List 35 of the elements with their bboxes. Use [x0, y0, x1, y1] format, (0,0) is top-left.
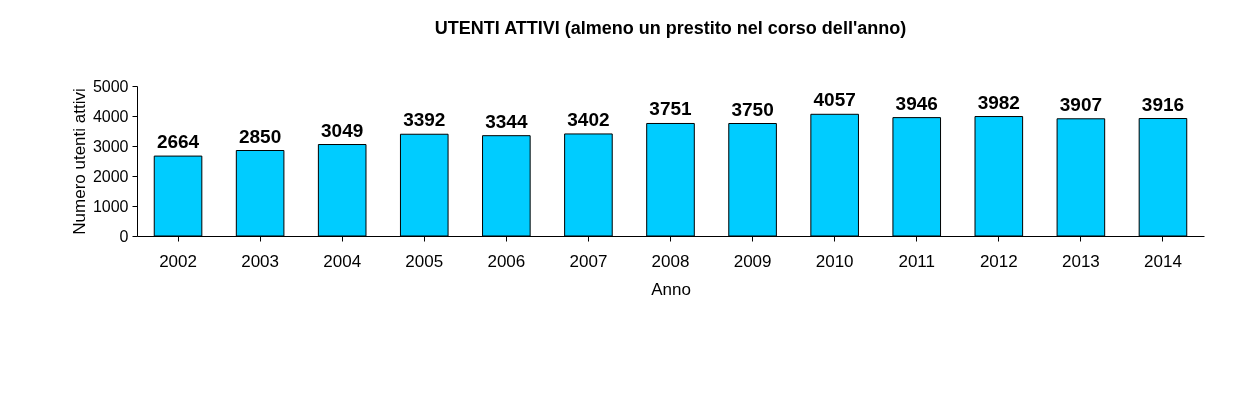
- x-tick-label: 2013: [1061, 251, 1100, 271]
- data-label: 3392: [403, 109, 446, 131]
- x-tick-label: 2003: [241, 251, 280, 271]
- y-axis-title: Numero utenti attivi: [69, 88, 89, 235]
- y-tick-label: 3000: [92, 137, 129, 155]
- x-tick-label: 2006: [487, 251, 526, 271]
- x-tick-label: 2011: [898, 251, 936, 271]
- x-tick-label: 2012: [979, 251, 1018, 271]
- x-tick-label: 2002: [159, 251, 197, 271]
- x-tick-label: 2007: [569, 251, 608, 271]
- x-tick-label: 2010: [815, 251, 854, 271]
- data-label: 3344: [485, 110, 528, 132]
- data-label: 3907: [1059, 93, 1103, 115]
- data-label: 3982: [977, 91, 1020, 113]
- y-tick-label: 1000: [92, 197, 129, 215]
- x-tick-label: 2009: [733, 251, 772, 271]
- y-tick-label: 2000: [92, 167, 129, 185]
- x-tick-label: 2014: [1144, 251, 1182, 271]
- data-label: 3946: [895, 92, 938, 114]
- data-label: 3750: [731, 98, 774, 120]
- y-tick-label: 0: [119, 227, 129, 245]
- x-tick-label: 2004: [323, 251, 362, 271]
- data-label: 2850: [238, 125, 282, 147]
- chart-title: UTENTI ATTIVI (almeno un prestito nel corso dell'anno): [434, 18, 907, 38]
- x-axis-title: Anno: [651, 279, 691, 299]
- data-label: 3049: [321, 119, 364, 141]
- data-label: 3751: [649, 98, 693, 120]
- y-tick-label: 5000: [92, 77, 129, 95]
- data-label: 4057: [813, 89, 856, 111]
- x-tick-label: 2008: [651, 251, 690, 271]
- data-label: 2664: [156, 131, 200, 153]
- x-tick-label: 2005: [405, 251, 444, 271]
- y-tick-label: 4000: [92, 107, 129, 125]
- data-label: 3402: [567, 108, 610, 130]
- data-label: 3916: [1141, 93, 1185, 115]
